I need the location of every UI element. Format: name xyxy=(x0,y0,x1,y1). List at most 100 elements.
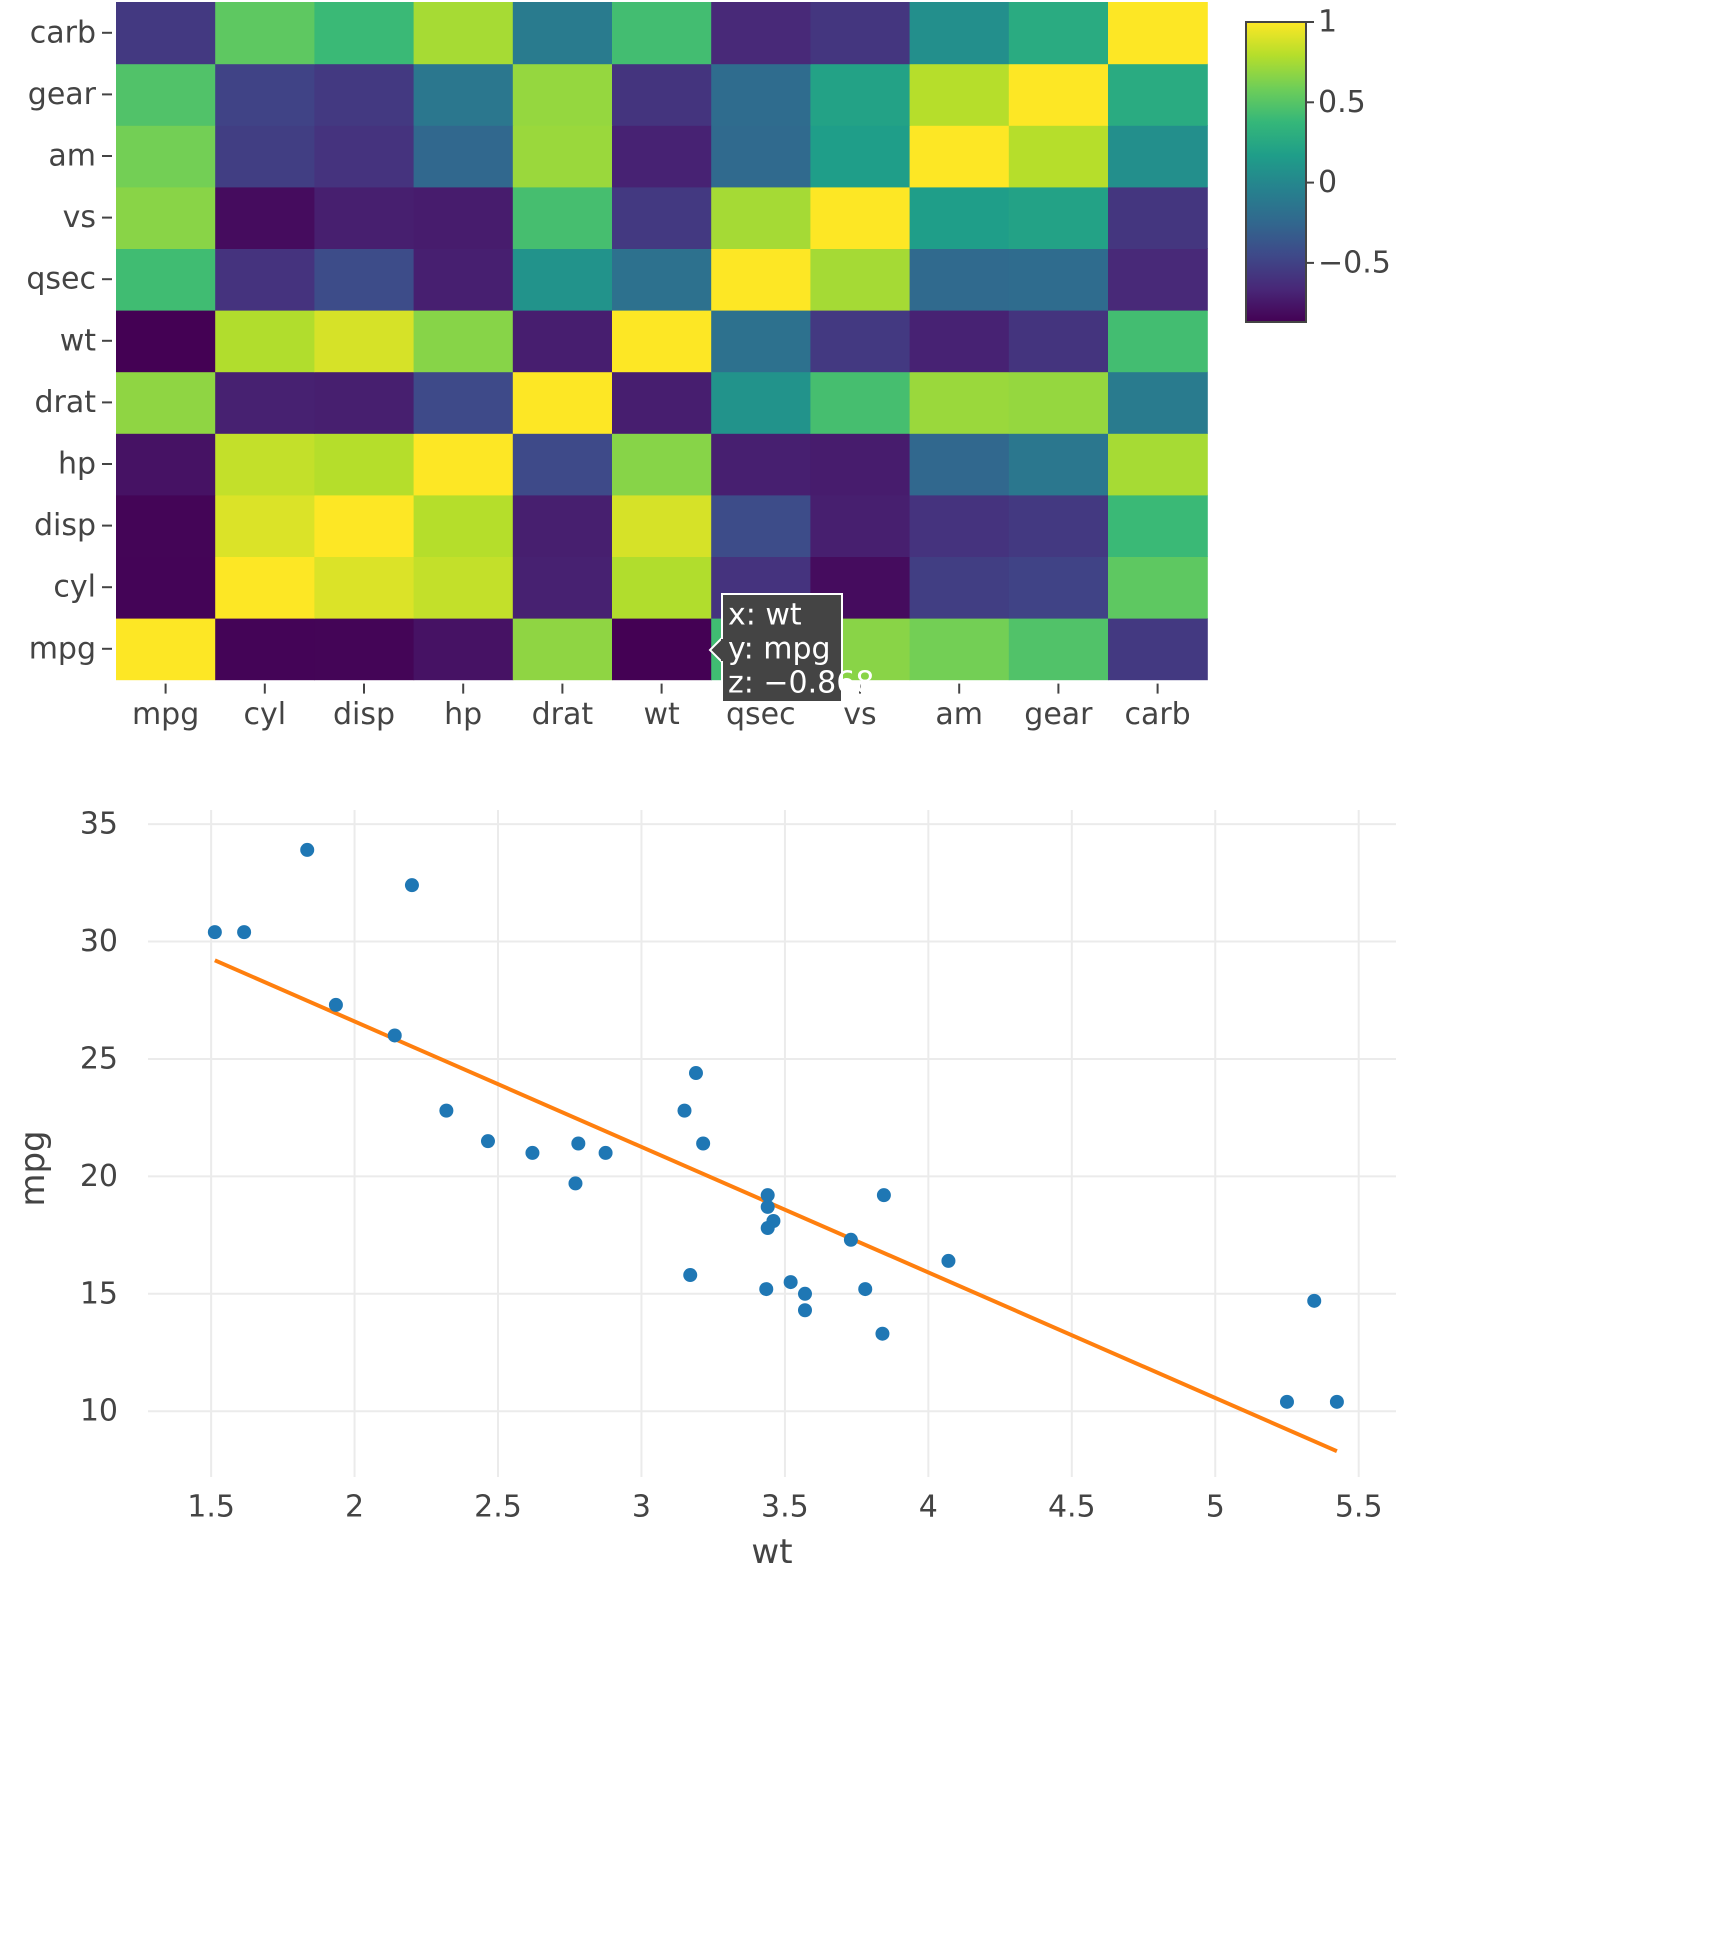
heatmap-cell-wt-mpg xyxy=(116,310,216,373)
heatmap-cell-disp-wt xyxy=(612,494,712,557)
heatmap-cell-cyl-disp xyxy=(314,556,415,619)
correlation-heatmap[interactable]: mpg cyl disp hp drat wt qsec vs am gear carb mpg cyl… xyxy=(26,2,1208,732)
heatmap-cell-vs-drat xyxy=(512,186,613,249)
heatmap-cell-wt-am xyxy=(909,310,1010,373)
heatmap-cell-hp-wt xyxy=(612,433,712,496)
heatmap-cell-am-carb xyxy=(1108,125,1208,188)
heatmap-x-tick-label: wt xyxy=(643,697,680,732)
heatmap-cell-cyl-carb xyxy=(1108,556,1208,619)
heatmap-cell-hp-carb xyxy=(1108,433,1208,496)
scatter-point xyxy=(759,1282,774,1297)
scatter-point xyxy=(760,1188,775,1203)
heatmap-cell-hp-am xyxy=(909,433,1010,496)
scatter-point xyxy=(683,1268,698,1283)
scatter-point xyxy=(696,1136,711,1151)
heatmap-cell-mpg-wt xyxy=(612,618,712,681)
wt-mpg-scatter-plot[interactable]: 1.5 2 2.5 3 3.5 4 4.5 5 5.5 10 15 20 25 30 35 wt mpg xyxy=(13,807,1396,1572)
scatter-point xyxy=(439,1103,454,1118)
heatmap-cell-hp-disp xyxy=(314,433,415,496)
scatter-y-tick-label: 10 xyxy=(80,1394,118,1429)
heatmap-cell-carb-mpg xyxy=(116,2,216,65)
heatmap-cell-hp-drat xyxy=(512,433,613,496)
heatmap-cell-am-mpg xyxy=(116,125,216,188)
heatmap-cell-qsec-vs xyxy=(810,248,911,311)
tooltip-line: y: mpg xyxy=(728,632,831,667)
colorbar-tick-label: −0.5 xyxy=(1318,245,1391,280)
heatmap-x-tick-label: cyl xyxy=(244,697,287,732)
heatmap-cell-disp-vs xyxy=(810,494,911,557)
heatmap-cell-am-gear xyxy=(1008,125,1109,188)
scatter-y-axis-title: mpg xyxy=(13,1130,53,1206)
heatmap-y-tick-label: wt xyxy=(60,323,97,358)
heatmap-cell-gear-carb xyxy=(1108,63,1208,126)
heatmap-y-tick-label: qsec xyxy=(26,262,96,297)
colorbar-tick-label: 0 xyxy=(1318,165,1337,200)
heatmap-y-tick-label: gear xyxy=(28,77,97,112)
colorbar-gradient xyxy=(1245,21,1307,323)
scatter-point xyxy=(237,925,252,940)
heatmap-cell-vs-mpg xyxy=(116,186,216,249)
heatmap-cell-qsec-disp xyxy=(314,248,415,311)
heatmap-cell-vs-disp xyxy=(314,186,415,249)
heatmap-cell-carb-disp xyxy=(314,2,415,65)
heatmap-x-tick-label: carb xyxy=(1124,697,1190,732)
heatmap-cell-vs-qsec xyxy=(711,186,811,249)
scatter-x-tick-label: 5.5 xyxy=(1335,1490,1383,1525)
scatter-point xyxy=(688,1066,703,1081)
scatter-point xyxy=(760,1199,775,1214)
heatmap-cell-gear-disp xyxy=(314,63,415,126)
heatmap-y-tick-label: hp xyxy=(58,447,96,482)
heatmap-y-tick-label: carb xyxy=(30,15,96,50)
scatter-point xyxy=(404,878,419,893)
scatter-x-tick-label: 1.5 xyxy=(187,1490,235,1525)
heatmap-cell-qsec-wt xyxy=(612,248,712,311)
scatter-point xyxy=(843,1232,858,1247)
colorbar-tick-label: 1 xyxy=(1318,5,1337,40)
colorbar-tick-label: 0.5 xyxy=(1318,85,1366,120)
scatter-point xyxy=(598,1145,613,1160)
scatter-x-tick-label: 5 xyxy=(1206,1490,1225,1525)
heatmap-cell-drat-am xyxy=(909,371,1010,434)
heatmap-cell-carb-carb xyxy=(1108,2,1208,65)
heatmap-x-tick-label: disp xyxy=(333,697,395,732)
heatmap-cell-vs-hp xyxy=(413,186,514,249)
heatmap-cell-disp-disp xyxy=(314,494,415,557)
heatmap-cell-vs-vs xyxy=(810,186,911,249)
heatmap-x-tick-label: drat xyxy=(532,697,594,732)
heatmap-cell-hp-vs xyxy=(810,433,911,496)
heatmap-cell-cyl-mpg xyxy=(116,556,216,619)
scatter-point xyxy=(760,1221,775,1236)
scatter-point xyxy=(1279,1394,1294,1409)
heatmap-cell-cyl-wt xyxy=(612,556,712,619)
heatmap-y-tick-label: disp xyxy=(34,508,96,543)
heatmap-cell-disp-gear xyxy=(1008,494,1109,557)
heatmap-cell-disp-qsec xyxy=(711,494,811,557)
heatmap-cell-disp-hp xyxy=(413,494,514,557)
heatmap-y-tick-label: drat xyxy=(34,385,96,420)
heatmap-cell-wt-wt xyxy=(612,310,712,373)
heatmap-cell-disp-carb xyxy=(1108,494,1208,557)
scatter-point xyxy=(525,1145,540,1160)
heatmap-cell-vs-am xyxy=(909,186,1010,249)
heatmap-cell-wt-cyl xyxy=(215,310,315,373)
heatmap-cell-qsec-carb xyxy=(1108,248,1208,311)
tooltip-line: x: wt xyxy=(728,598,802,633)
heatmap-cell-wt-qsec xyxy=(711,310,811,373)
scatter-x-tick-label: 3.5 xyxy=(761,1490,809,1525)
scatter-y-tick-label: 30 xyxy=(80,924,118,959)
heatmap-cell-qsec-drat xyxy=(512,248,613,311)
scatter-point xyxy=(875,1326,890,1341)
heatmap-cell-am-hp xyxy=(413,125,514,188)
heatmap-cell-drat-vs xyxy=(810,371,911,434)
heatmap-cell-mpg-drat xyxy=(512,618,613,681)
scatter-y-tick-label: 35 xyxy=(80,807,118,842)
scatter-point xyxy=(207,925,222,940)
heatmap-cell-drat-disp xyxy=(314,371,415,434)
heatmap-cell-carb-hp xyxy=(413,2,514,65)
heatmap-cell-qsec-am xyxy=(909,248,1010,311)
heatmap-cell-wt-hp xyxy=(413,310,514,373)
heatmap-cell-disp-drat xyxy=(512,494,613,557)
heatmap-cell-am-disp xyxy=(314,125,415,188)
heatmap-cell-am-wt xyxy=(612,125,712,188)
